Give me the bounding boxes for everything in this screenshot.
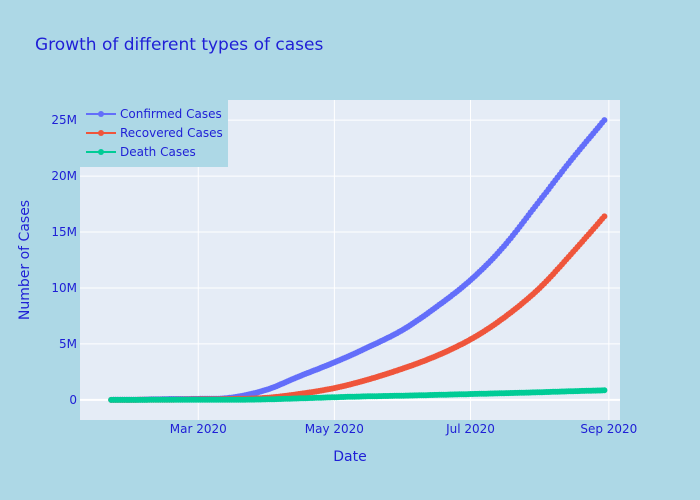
legend-item[interactable]: Confirmed Cases [86, 107, 222, 121]
legend-label: Death Cases [120, 145, 196, 159]
x-tick-label: Jul 2020 [445, 422, 495, 436]
series-layer [108, 117, 608, 403]
legend-item[interactable]: Recovered Cases [86, 126, 223, 140]
gridlines [80, 100, 620, 420]
legend-marker [98, 111, 104, 117]
data-point[interactable] [601, 117, 608, 124]
legend-label: Confirmed Cases [120, 107, 222, 121]
y-tick-label: 5M [59, 337, 77, 351]
y-tick-label: 10M [51, 281, 77, 295]
legend[interactable]: Confirmed Cases Recovered Cases Death Case… [80, 100, 228, 167]
data-point[interactable] [601, 387, 608, 394]
y-tick-label: 25M [51, 113, 77, 127]
tick-labels: Mar 2020 May 2020 Jul 2020 Sep 2020 0 5M 10M 15… [51, 113, 637, 436]
y-tick-label: 0 [69, 393, 77, 407]
chart-title: Growth of different types of cases [35, 35, 323, 55]
legend-marker [98, 130, 104, 136]
x-axis-title: Date [333, 449, 366, 465]
series-death-cases[interactable] [108, 387, 608, 403]
x-tick-label: May 2020 [305, 422, 364, 436]
legend-item[interactable]: Death Cases [86, 145, 196, 159]
y-tick-label: 20M [51, 169, 77, 183]
legend-label: Recovered Cases [120, 126, 223, 140]
y-axis-title: Number of Cases [17, 200, 33, 320]
x-tick-label: Mar 2020 [170, 422, 227, 436]
data-point[interactable] [601, 213, 608, 220]
y-tick-label: 15M [51, 225, 77, 239]
legend-marker [98, 149, 104, 155]
x-tick-label: Sep 2020 [580, 422, 637, 436]
